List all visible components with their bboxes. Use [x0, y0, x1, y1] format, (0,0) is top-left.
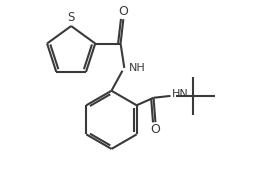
- Text: O: O: [118, 5, 128, 18]
- Text: NH: NH: [129, 63, 146, 73]
- Text: O: O: [151, 123, 160, 136]
- Text: HN: HN: [172, 89, 189, 99]
- Text: S: S: [68, 11, 75, 24]
